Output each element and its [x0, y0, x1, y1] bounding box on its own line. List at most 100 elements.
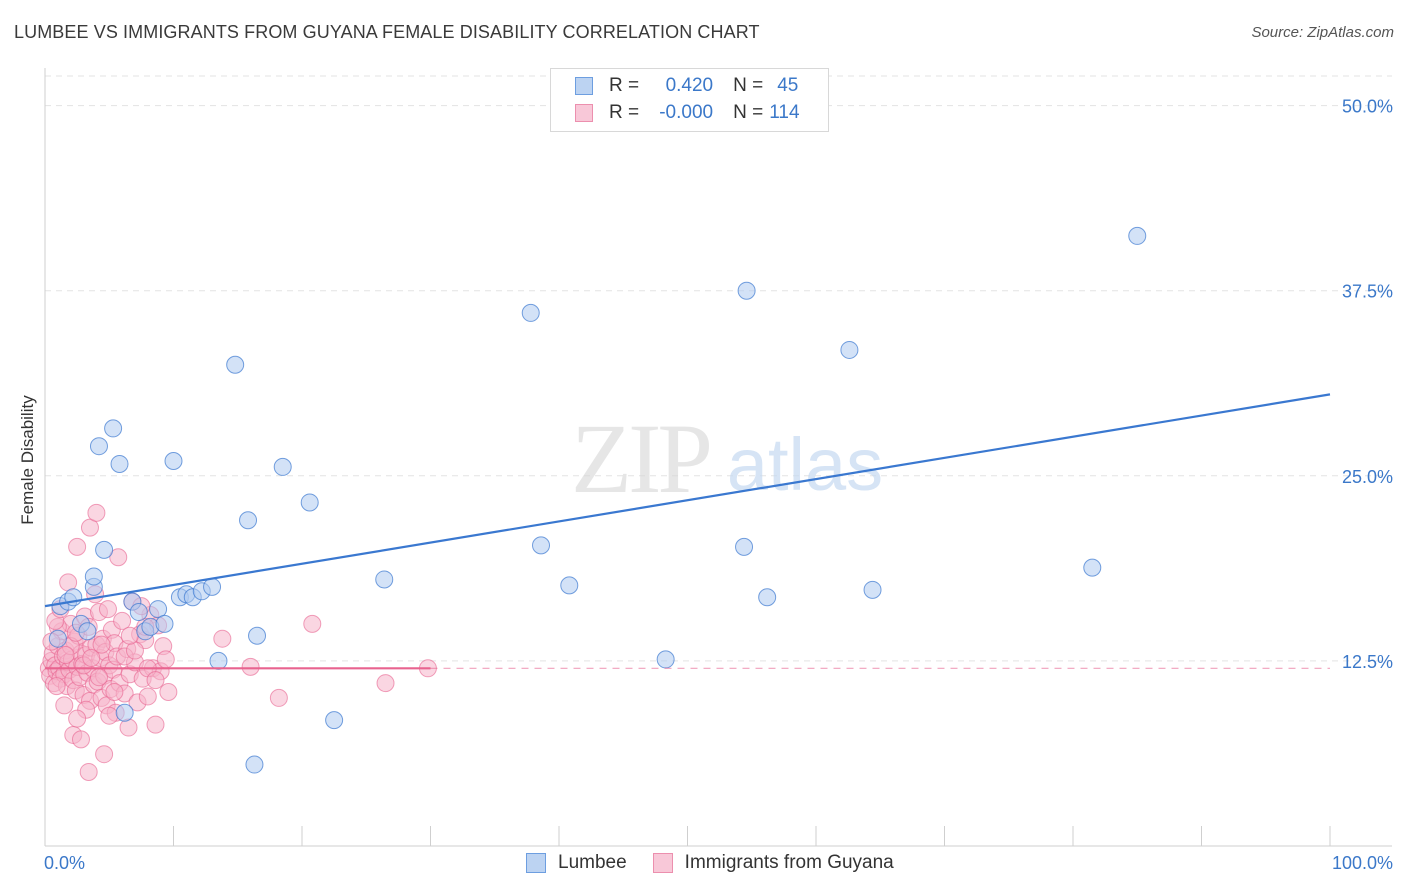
- data-point-lumbee: [89, 437, 108, 456]
- data-point-guyana: [89, 668, 108, 687]
- data-point-guyana: [55, 696, 74, 715]
- guyana-swatch-icon: [652, 853, 673, 873]
- data-point-guyana: [159, 683, 178, 701]
- data-point-guyana: [138, 687, 157, 706]
- data-point-guyana: [98, 600, 117, 619]
- legend-label: Lumbee: [558, 852, 627, 873]
- data-point-lumbee: [300, 493, 319, 512]
- data-point-lumbee: [375, 570, 394, 589]
- data-point-guyana: [113, 611, 132, 630]
- lumbee-swatch-icon: [526, 853, 546, 873]
- data-point-lumbee: [863, 580, 882, 599]
- n-label: N =: [733, 102, 764, 123]
- data-point-guyana: [80, 518, 99, 537]
- r-label: R =: [609, 75, 640, 96]
- trendlines: [44, 393, 1331, 670]
- data-point-guyana: [71, 730, 90, 749]
- y-tick-label: 12.5%: [1342, 652, 1393, 672]
- stats-row-lumbee: R = 0.420 N = 45: [575, 74, 798, 98]
- r-value: 0.420: [665, 75, 714, 96]
- chart-title: LUMBEE VS IMMIGRANTS FROM GUYANA FEMALE …: [14, 22, 760, 42]
- legend-item-lumbee[interactable]: Lumbee: [526, 852, 627, 874]
- x-tick-label-max: 100.0%: [1332, 853, 1393, 873]
- data-point-lumbee: [560, 576, 579, 595]
- data-point-lumbee: [203, 577, 222, 596]
- stats-row-guyana: R = -0.000 N = 114: [575, 101, 800, 125]
- data-point-lumbee: [110, 454, 129, 473]
- x-tick-label-min: 0.0%: [44, 853, 85, 873]
- watermark-zip: ZIP: [571, 403, 709, 514]
- data-point-lumbee: [239, 511, 258, 530]
- data-point-lumbee: [1083, 558, 1102, 577]
- data-point-guyana: [68, 537, 87, 556]
- data-point-guyana: [146, 715, 165, 734]
- data-point-lumbee: [95, 540, 114, 559]
- data-point-lumbee: [164, 452, 183, 470]
- y-tick-label: 50.0%: [1342, 97, 1393, 117]
- data-point-guyana: [56, 645, 75, 664]
- data-point-guyana: [87, 503, 106, 522]
- data-point-guyana: [109, 548, 128, 567]
- data-point-lumbee: [245, 755, 264, 774]
- data-point-guyana: [120, 626, 139, 645]
- r-label: R =: [609, 102, 640, 123]
- data-point-guyana: [119, 718, 138, 737]
- tick-labels: 12.5% 25.0% 37.5% 50.0% 0.0% 100.0%: [44, 97, 1393, 873]
- data-point-guyana: [213, 629, 232, 648]
- data-point-lumbee: [129, 603, 148, 622]
- series-legend: Lumbee Immigrants from Guyana: [526, 852, 920, 874]
- data-point-lumbee: [209, 651, 228, 670]
- data-point-lumbee: [84, 567, 103, 586]
- data-point-guyana: [95, 745, 114, 764]
- data-point-lumbee: [149, 600, 168, 619]
- data-point-lumbee: [1128, 226, 1147, 245]
- data-point-lumbee: [273, 457, 292, 476]
- axes: [44, 68, 1392, 847]
- y-tick-label: 37.5%: [1342, 282, 1393, 302]
- data-point-guyana: [376, 674, 395, 693]
- data-point-guyana: [68, 709, 87, 728]
- source-label: Source: ZipAtlas.com: [1251, 24, 1394, 41]
- data-point-guyana: [269, 688, 288, 707]
- data-point-guyana: [79, 762, 98, 781]
- data-point-lumbee: [248, 626, 267, 645]
- guyana-swatch-icon: [575, 104, 593, 122]
- data-points: [39, 226, 1147, 781]
- data-point-lumbee: [735, 537, 754, 556]
- data-point-guyana: [146, 671, 165, 690]
- data-point-lumbee: [48, 629, 67, 648]
- data-point-lumbee: [532, 536, 551, 555]
- data-point-guyana: [241, 657, 260, 676]
- lumbee-swatch-icon: [575, 77, 593, 95]
- legend-item-guyana[interactable]: Immigrants from Guyana: [652, 852, 894, 874]
- r-value: -0.000: [659, 102, 714, 123]
- data-point-guyana: [156, 650, 175, 669]
- legend-label: Immigrants from Guyana: [684, 852, 894, 873]
- y-tick-label: 25.0%: [1342, 467, 1393, 487]
- data-point-guyana: [100, 706, 119, 725]
- data-point-guyana: [92, 635, 111, 654]
- data-point-lumbee: [155, 614, 174, 633]
- data-point-guyana: [303, 614, 322, 633]
- trendline-lumbee: [44, 393, 1331, 608]
- data-point-lumbee: [656, 650, 675, 669]
- n-value: 114: [769, 102, 800, 123]
- watermark: ZIP atlas: [571, 403, 883, 514]
- data-point-lumbee: [325, 711, 344, 730]
- n-value: 45: [777, 75, 799, 96]
- n-label: N =: [733, 75, 764, 96]
- stats-legend: R = 0.420 N = 45 R = -0.000 N = 114: [550, 68, 829, 132]
- data-point-lumbee: [840, 340, 859, 359]
- data-point-lumbee: [758, 588, 777, 607]
- data-point-guyana: [105, 683, 124, 701]
- data-point-lumbee: [115, 703, 134, 722]
- data-point-lumbee: [737, 281, 756, 300]
- data-point-lumbee: [521, 303, 540, 322]
- data-point-lumbee: [226, 355, 245, 374]
- data-point-guyana: [82, 648, 101, 667]
- data-point-lumbee: [78, 622, 97, 641]
- data-point-guyana: [47, 677, 66, 696]
- watermark-atlas: atlas: [727, 423, 883, 506]
- data-point-lumbee: [104, 419, 123, 438]
